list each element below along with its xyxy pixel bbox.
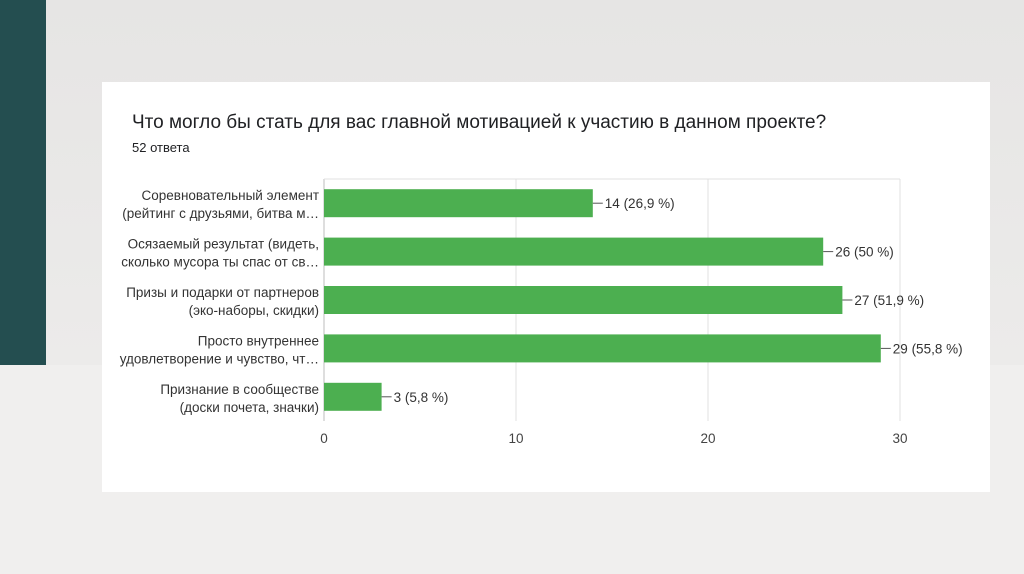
chart-card: Что могло бы стать для вас главной мотив…: [102, 82, 990, 492]
category-label: Осязаемый результат (видеть,: [128, 237, 319, 252]
category-label: Просто внутреннее: [198, 333, 319, 348]
data-labels: 14 (26,9 %) 26 (50 %) 27 (51,9 %) 29 (55,8 …: [381, 196, 963, 405]
x-tick-label: 20: [700, 431, 715, 446]
data-label: 26 (50 %): [835, 245, 894, 260]
bar: [324, 189, 593, 218]
data-label: 27 (51,9 %): [854, 293, 924, 308]
data-label: 14 (26,9 %): [605, 196, 675, 211]
x-tick-label: 10: [508, 431, 523, 446]
category-label: удовлетворение и чувство, чт…: [120, 351, 319, 366]
category-label: Соревновательный элемент: [142, 188, 320, 203]
bar-chart: Соревновательный элемент (рейтинг с друзь…: [120, 178, 963, 446]
chart-title: Что могло бы стать для вас главной мотив…: [132, 112, 827, 133]
bar: [324, 334, 881, 363]
category-label: сколько мусора ты спас от св…: [121, 255, 319, 270]
category-label: (рейтинг с друзьями, битва м…: [122, 206, 319, 221]
x-axis-ticks: 0 10 20 30: [320, 431, 907, 446]
category-label: (эко-наборы, скидки): [189, 303, 319, 318]
bar: [324, 237, 824, 266]
category-label: Призы и подарки от партнеров: [126, 285, 319, 300]
bar: [324, 286, 843, 314]
bars: [324, 189, 881, 411]
x-tick-label: 0: [320, 431, 328, 446]
x-tick-label: 30: [892, 431, 907, 446]
category-labels: Соревновательный элемент (рейтинг с друзь…: [120, 188, 319, 415]
response-count: 52 ответа: [132, 140, 190, 155]
data-label: 29 (55,8 %): [893, 341, 963, 356]
bar: [324, 382, 382, 411]
category-label: (доски почета, значки): [180, 400, 319, 415]
data-label: 3 (5,8 %): [394, 390, 449, 405]
category-label: Признание в сообществе: [160, 382, 319, 397]
slide-accent-bar: [0, 0, 46, 365]
